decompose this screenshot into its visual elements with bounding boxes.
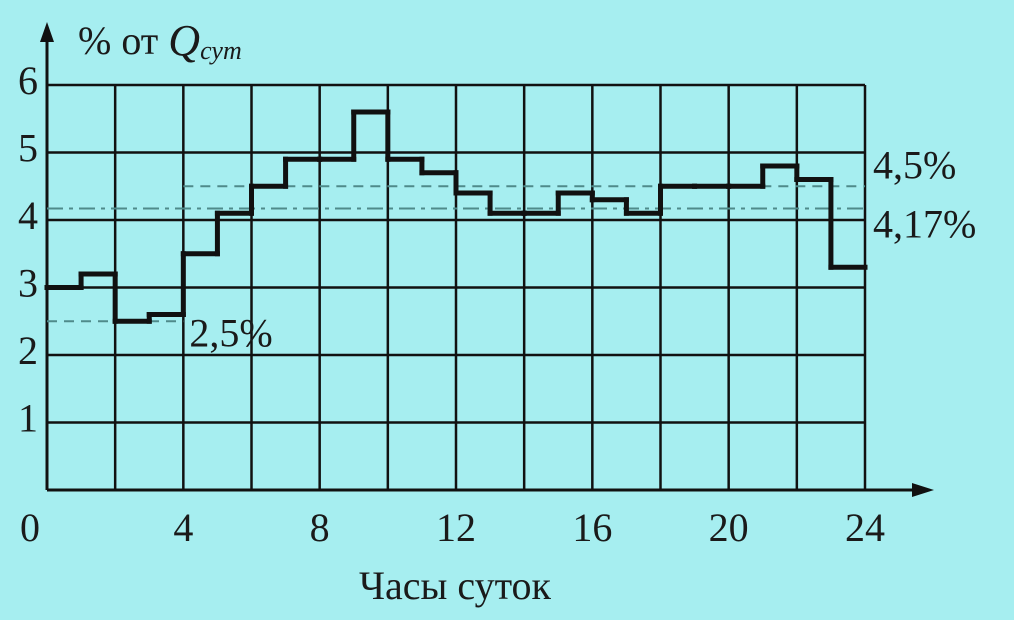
reference-label: 4,5%	[873, 142, 956, 187]
reference-label: 2,5%	[189, 310, 272, 355]
x-tick-label: 24	[845, 505, 885, 550]
x-tick-label: 12	[436, 505, 476, 550]
y-axis-label: % от Qсут	[78, 16, 242, 65]
y-tick-label: 3	[18, 261, 38, 306]
y-axis-arrow	[40, 22, 54, 42]
x-tick-label: 16	[572, 505, 612, 550]
x-axis-label: Часы суток	[359, 563, 552, 608]
y-tick-label: 2	[18, 328, 38, 373]
y-axis-label-text: % от	[78, 18, 168, 63]
y-tick-label: 6	[18, 58, 38, 103]
x-tick-label: 0	[20, 505, 40, 550]
y-axis-label-subscript: сут	[200, 36, 242, 65]
reference-label: 4,17%	[873, 202, 976, 247]
x-tick-label: 20	[709, 505, 749, 550]
y-axis-label-symbol: Q	[168, 16, 200, 65]
x-tick-label: 4	[173, 505, 193, 550]
y-tick-label: 4	[18, 193, 38, 238]
x-axis-arrow	[912, 483, 934, 497]
y-tick-label: 5	[18, 126, 38, 171]
x-tick-label: 8	[310, 505, 330, 550]
y-tick-label: 1	[18, 396, 38, 441]
